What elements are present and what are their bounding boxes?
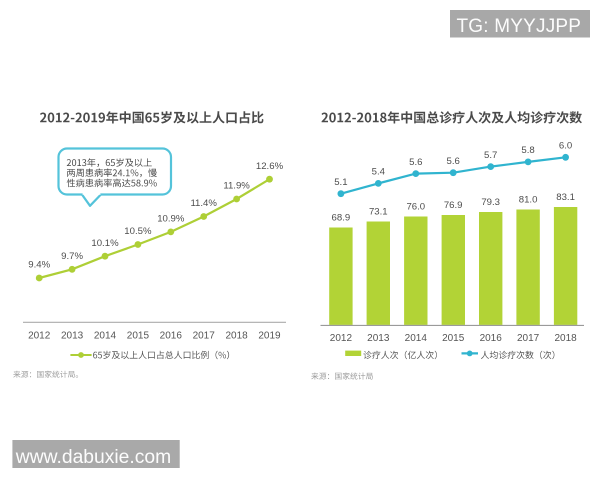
svg-text:76.9: 76.9 (444, 200, 463, 211)
svg-text:5.6: 5.6 (447, 156, 460, 167)
svg-text:5.7: 5.7 (484, 150, 497, 161)
svg-text:2015: 2015 (442, 333, 465, 344)
svg-text:10.9%: 10.9% (157, 214, 185, 225)
svg-text:TG: MYYJJPP: TG: MYYJJPP (457, 16, 582, 37)
svg-text:11.4%: 11.4% (190, 198, 217, 209)
svg-text:10.1%: 10.1% (91, 238, 119, 249)
svg-text:5.4: 5.4 (372, 167, 386, 178)
svg-text:10.5%: 10.5% (124, 226, 152, 237)
svg-text:2016: 2016 (480, 333, 503, 344)
svg-text:2013: 2013 (367, 333, 390, 344)
svg-text:9.4%: 9.4% (28, 260, 50, 271)
svg-text:9.7%: 9.7% (61, 251, 83, 262)
svg-text:5.6: 5.6 (409, 157, 422, 168)
svg-text:11.9%: 11.9% (223, 181, 250, 192)
svg-text:79.3: 79.3 (481, 197, 500, 208)
svg-text:73.1: 73.1 (369, 206, 388, 217)
svg-text:6.0: 6.0 (559, 141, 572, 152)
svg-text:12.6%: 12.6% (256, 161, 284, 172)
svg-text:2012: 2012 (28, 331, 51, 342)
svg-text:www.dabuxie.com: www.dabuxie.com (15, 447, 171, 468)
svg-text:2017: 2017 (193, 331, 216, 342)
svg-text:81.0: 81.0 (519, 194, 538, 205)
svg-text:2015: 2015 (127, 331, 150, 342)
svg-text:2019: 2019 (258, 331, 281, 342)
svg-text:76.0: 76.0 (406, 201, 425, 212)
svg-text:2018: 2018 (225, 331, 248, 342)
svg-text:68.9: 68.9 (332, 212, 351, 223)
svg-text:2014: 2014 (405, 333, 428, 344)
svg-text:5.8: 5.8 (521, 145, 534, 156)
svg-text:2012: 2012 (330, 333, 353, 344)
svg-text:2013: 2013 (61, 331, 84, 342)
svg-text:2017: 2017 (517, 333, 540, 344)
svg-text:2016: 2016 (160, 331, 183, 342)
svg-text:83.1: 83.1 (556, 192, 575, 203)
svg-text:2018: 2018 (554, 333, 577, 344)
svg-text:2014: 2014 (94, 331, 117, 342)
svg-text:5.1: 5.1 (334, 177, 347, 188)
